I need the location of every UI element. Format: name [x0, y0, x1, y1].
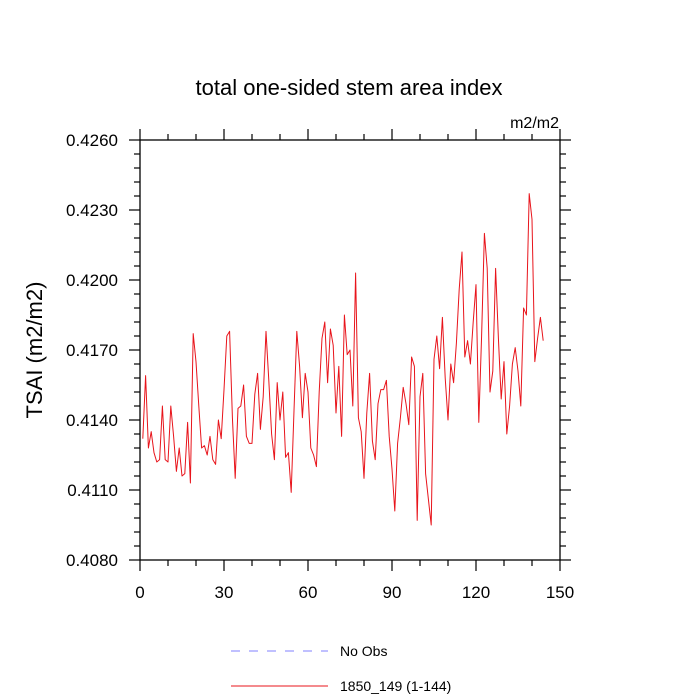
y-tick-label: 0.4140	[66, 411, 118, 430]
series-line-1850-149	[142, 193, 544, 526]
x-tick-label: 90	[383, 583, 402, 602]
y-tick-label: 0.4170	[66, 341, 118, 360]
legend: No Obs 1850_149 (1-144)	[231, 643, 451, 694]
y-axis-label: TSAI (m2/m2)	[22, 282, 47, 419]
legend-label-no-obs: No Obs	[340, 643, 387, 659]
y-tick-label: 0.4260	[66, 131, 118, 150]
y-tick-label: 0.4230	[66, 201, 118, 220]
y-tick-label: 0.4110	[67, 481, 118, 500]
x-tick-label: 0	[135, 583, 144, 602]
legend-label-1850-149: 1850_149 (1-144)	[340, 678, 451, 694]
axis-ticks	[129, 129, 571, 571]
plot-area: 0 30 60 90 120 150 0.4080 0.4110 0.4140 0.4170 0.4…	[66, 129, 574, 602]
y-tick-label: 0.4080	[66, 551, 118, 570]
x-tick-label: 30	[215, 583, 234, 602]
x-tick-label: 150	[546, 583, 574, 602]
tick-labels: 0 30 60 90 120 150 0.4080 0.4110 0.4140 0.4170 0.4…	[66, 131, 574, 602]
x-tick-label: 60	[299, 583, 318, 602]
series-layer	[142, 193, 544, 526]
x-tick-label: 120	[462, 583, 490, 602]
units-label: m2/m2	[510, 115, 559, 132]
chart-title: total one-sided stem area index	[196, 75, 503, 100]
y-tick-label: 0.4200	[66, 271, 118, 290]
